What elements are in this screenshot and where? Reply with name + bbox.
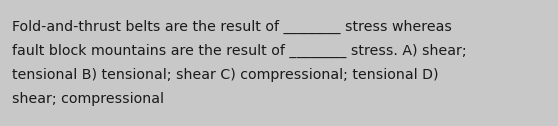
Text: fault block mountains are the result of ________ stress. A) shear;: fault block mountains are the result of … <box>12 44 466 58</box>
Text: shear; compressional: shear; compressional <box>12 92 164 106</box>
Text: tensional B) tensional; shear C) compressional; tensional D): tensional B) tensional; shear C) compres… <box>12 68 439 82</box>
Text: Fold-and-thrust belts are the result of ________ stress whereas: Fold-and-thrust belts are the result of … <box>12 20 452 34</box>
